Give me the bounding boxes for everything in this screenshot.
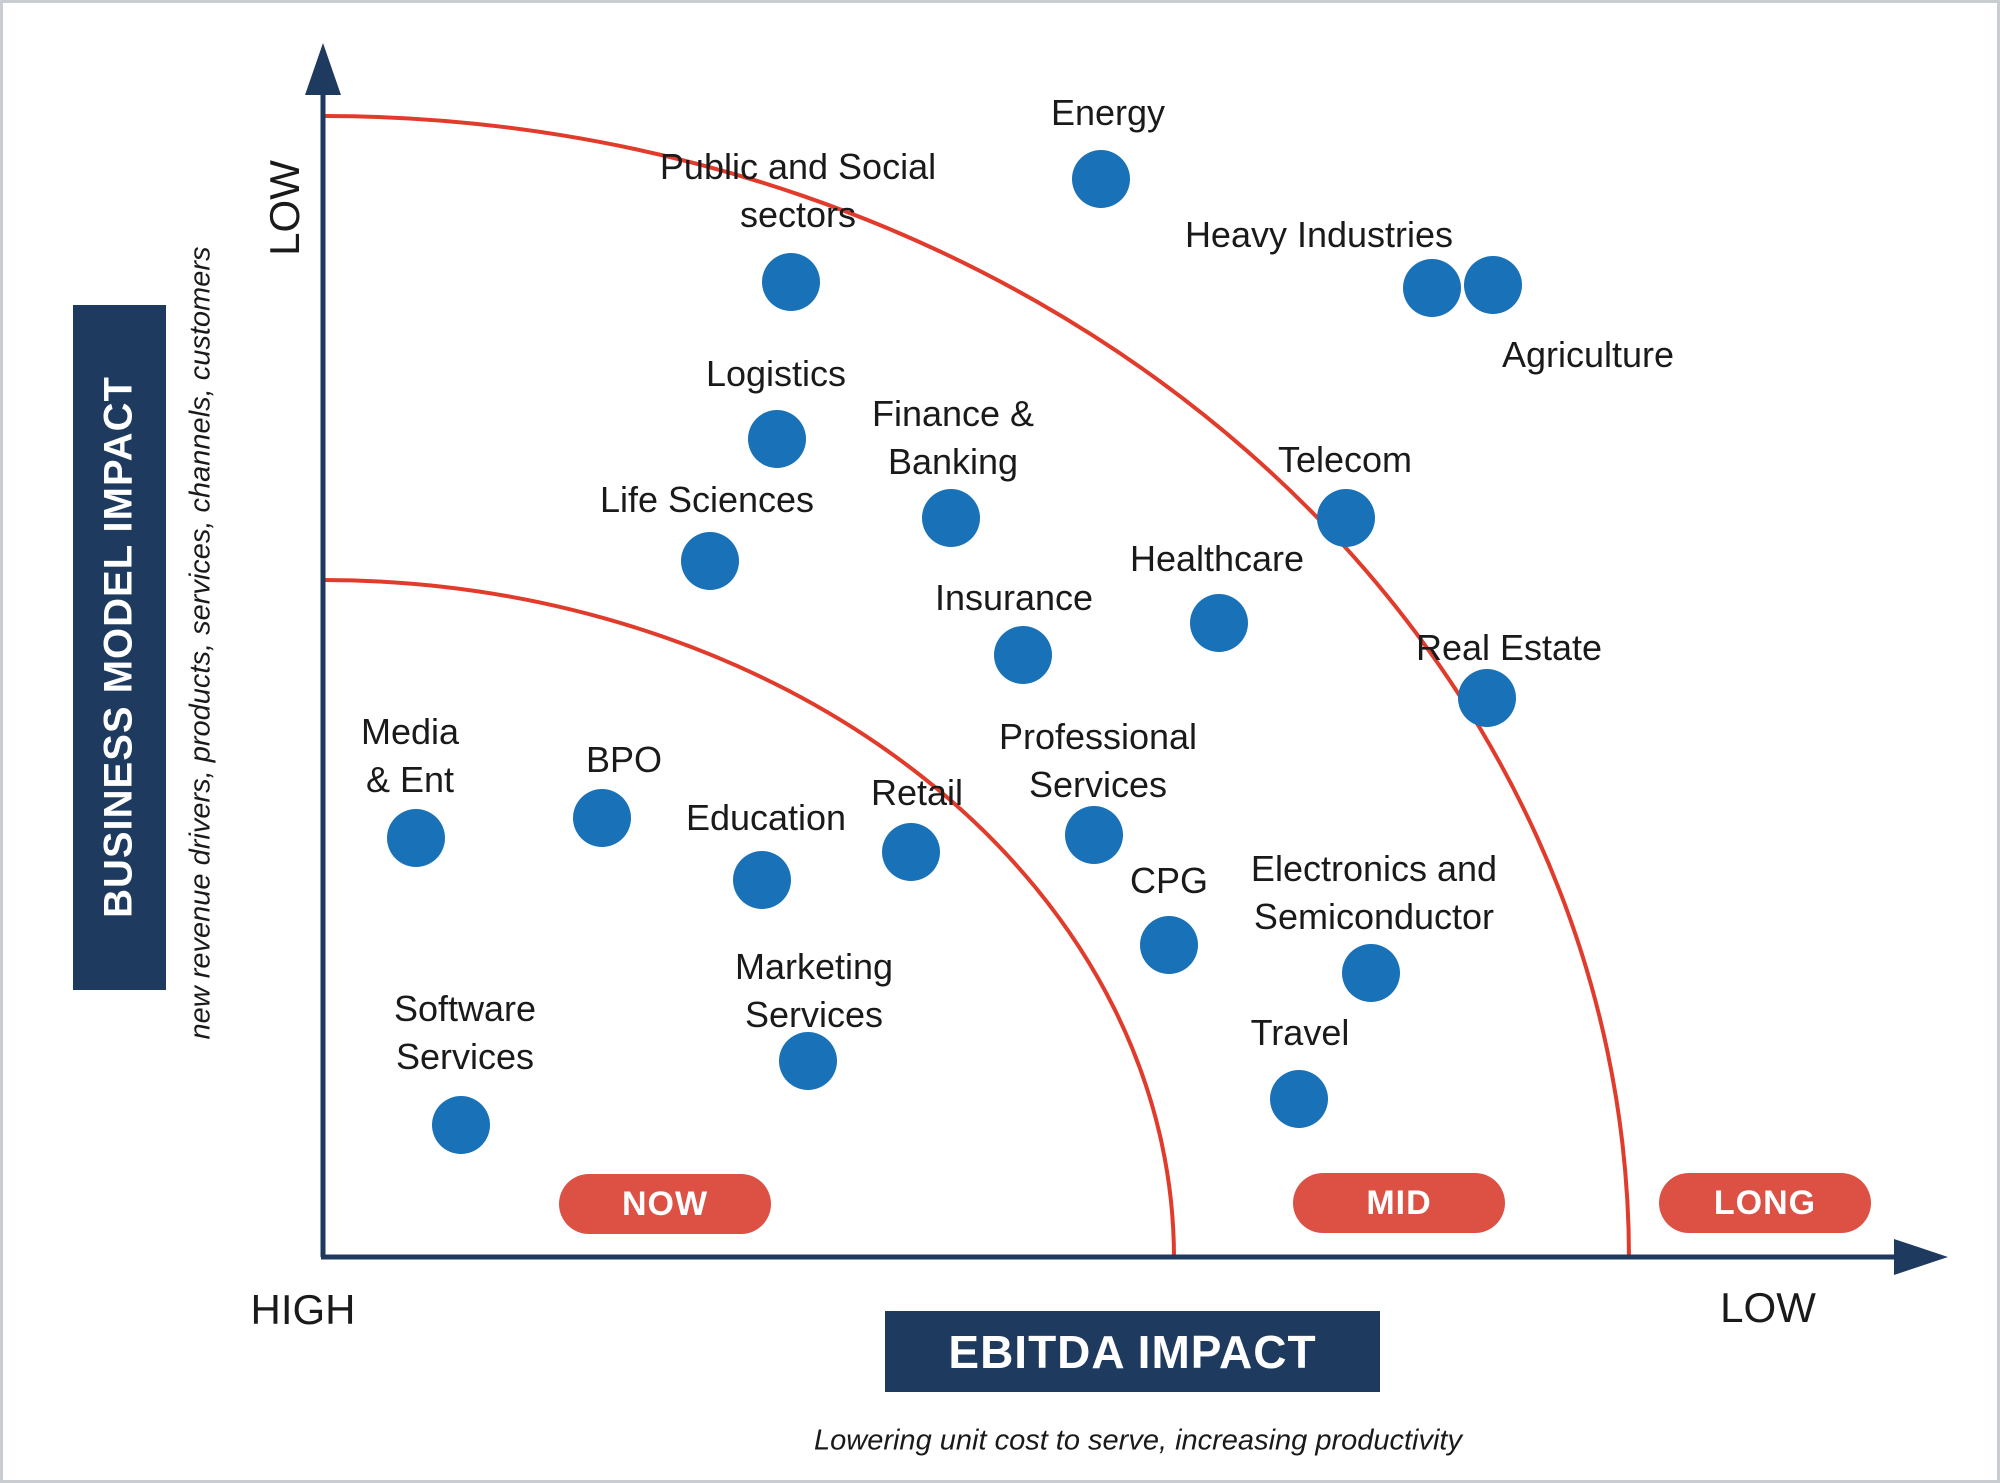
x-axis-right-label: LOW [1720,1284,1816,1331]
industry-label-energy: Energy [1050,92,1166,133]
mid-long-boundary-arc [322,114,1631,1259]
industry-dot-retail [882,823,940,881]
industry-dot-logistics [748,410,806,468]
industry-dot-public-and-social-sectors [762,253,820,311]
zone-badge-long: LONG [1659,1173,1871,1233]
plot-canvas [305,43,1948,1275]
industry-dot-real-estate [1458,669,1516,727]
industry-dot-education [733,851,791,909]
x-axis-title: EBITDA IMPACT [948,1325,1317,1378]
industry-label-education: Education [685,797,847,838]
industry-dot-cpg [1140,916,1198,974]
x-axis-subtitle: Lowering unit cost to serve, increasing … [814,1424,1462,1457]
industry-label-professional-services: Professional Services [998,716,1198,805]
industry-label-life-sciences: Life Sciences [599,479,815,520]
zone-badge-mid: MID [1293,1173,1505,1233]
x-axis-left-label: HIGH [250,1286,356,1333]
y-axis-top-label: LOW [261,160,308,256]
y-axis-subtitle: new revenue drivers, products, services,… [184,246,217,1040]
industry-dot-heavy-industries [1403,259,1461,317]
now-mid-boundary-arc [321,578,1176,1259]
industry-label-electronics-and-semiconductor: Electronics and Semiconductor [1250,848,1498,937]
y-axis-title-box [73,305,166,990]
industry-label-bpo: BPO [585,739,663,780]
industry-label-logistics: Logistics [705,353,847,394]
industry-label-telecom: Telecom [1277,439,1413,480]
industry-dot-agriculture [1464,256,1522,314]
industry-label-retail: Retail [870,772,964,813]
y-axis-arrowhead-icon [305,43,341,95]
industry-dot-telecom [1317,489,1375,547]
industry-label-heavy-industries: Heavy Industries [1184,214,1454,255]
industry-label-healthcare: Healthcare [1129,538,1305,579]
industry-label-marketing-services: Marketing Services [734,946,894,1035]
x-axis-title-box: EBITDA IMPACT [885,1311,1380,1392]
industry-label-cpg: CPG [1129,860,1209,901]
industry-dot-healthcare [1190,594,1248,652]
industry-dot-professional-services [1065,806,1123,864]
industry-dot-electronics-and-semiconductor [1342,944,1400,1002]
x-axis-arrowhead-icon [1894,1239,1948,1275]
industry-dot-insurance [994,626,1052,684]
industry-label-public-and-social-sectors: Public and Social sectors [659,146,937,235]
industry-dot-software-services [432,1096,490,1154]
industry-dot-travel [1270,1070,1328,1128]
y-axis-title: BUSINESS MODEL IMPACT [96,376,141,918]
industry-label-travel: Travel [1250,1012,1350,1053]
industry-dot-finance-banking [922,489,980,547]
zone-badge-now: NOW [559,1174,771,1234]
industry-label-media-ent: Media & Ent [360,711,460,800]
industry-dot-media-ent [387,809,445,867]
industry-dot-bpo [573,789,631,847]
industry-label-agriculture: Agriculture [1501,334,1675,375]
industry-label-real-estate: Real Estate [1415,627,1603,668]
industry-dot-energy [1072,150,1130,208]
industry-dot-marketing-services [779,1032,837,1090]
industry-label-insurance: Insurance [934,577,1094,618]
industry-label-finance-banking: Finance & Banking [871,393,1035,482]
industry-dot-life-sciences [681,532,739,590]
industry-label-software-services: Software Services [393,988,537,1077]
